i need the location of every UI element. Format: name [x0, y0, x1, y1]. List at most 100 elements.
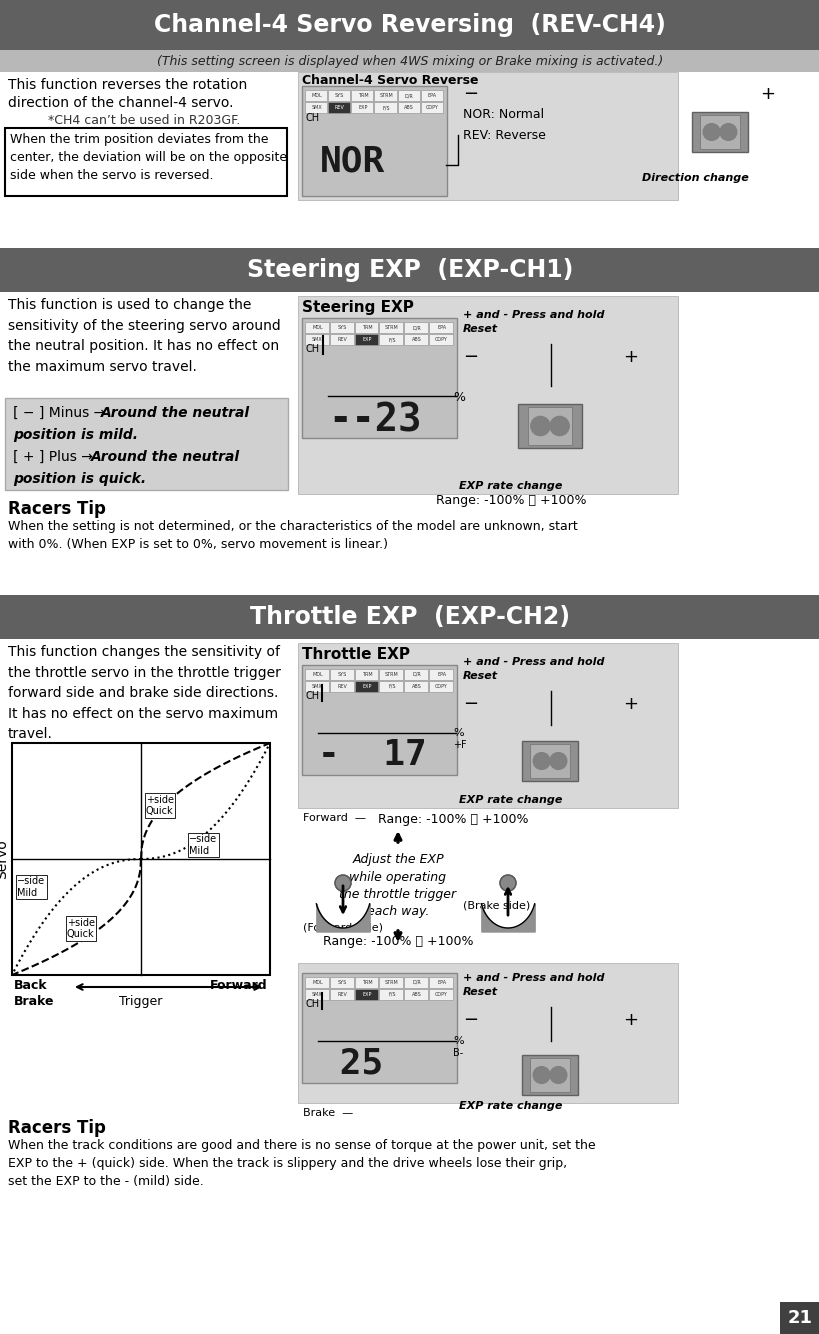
Text: F/S: F/S: [382, 105, 389, 109]
Bar: [530, 1058, 569, 1091]
Bar: [355, 680, 378, 692]
Text: D/R: D/R: [412, 325, 421, 329]
Bar: [301, 972, 456, 1083]
Text: Forward: Forward: [210, 979, 268, 992]
Text: EPA: EPA: [437, 325, 446, 329]
Text: position is quick.: position is quick.: [13, 472, 146, 486]
Text: SYS: SYS: [337, 672, 346, 676]
Bar: [428, 321, 452, 334]
Text: direction of the channel-4 servo.: direction of the channel-4 servo.: [8, 96, 233, 109]
Text: Adjust the EXP
while operating
the throttle trigger
each way.: Adjust the EXP while operating the throt…: [339, 852, 456, 919]
Bar: [355, 668, 378, 680]
Bar: [374, 101, 396, 113]
Text: Steering EXP: Steering EXP: [301, 300, 414, 315]
Bar: [355, 334, 378, 346]
Bar: [305, 680, 328, 692]
Text: +: +: [759, 85, 774, 103]
Bar: [305, 988, 328, 1000]
Text: EPA: EPA: [428, 93, 437, 97]
Text: Brake: Brake: [14, 995, 54, 1009]
Text: ABS: ABS: [411, 684, 421, 688]
Bar: [404, 668, 428, 680]
Text: position is mild.: position is mild.: [13, 428, 138, 442]
Text: COPY: COPY: [435, 684, 447, 688]
Text: EXP: EXP: [362, 338, 371, 342]
Bar: [355, 976, 378, 988]
Text: MDL: MDL: [312, 325, 323, 329]
Text: Channel-4 Servo Reverse: Channel-4 Servo Reverse: [301, 73, 478, 87]
Text: Trigger: Trigger: [120, 995, 162, 1009]
Circle shape: [532, 752, 550, 770]
Text: −: −: [463, 348, 477, 366]
Bar: [0, 248, 819, 292]
Text: B-: B-: [452, 1049, 463, 1058]
Bar: [379, 321, 403, 334]
Text: −side
Mild: −side Mild: [188, 834, 217, 856]
Text: -  17: - 17: [318, 738, 426, 772]
Bar: [420, 101, 442, 113]
Bar: [351, 89, 373, 101]
Text: Forward  —: Forward —: [303, 812, 365, 823]
Bar: [305, 101, 327, 113]
Text: + and - Press and hold
Reset: + and - Press and hold Reset: [463, 972, 604, 996]
Bar: [297, 296, 677, 494]
Bar: [12, 743, 269, 975]
Bar: [328, 101, 350, 113]
Bar: [404, 976, 428, 988]
Text: Around the neutral: Around the neutral: [91, 450, 240, 464]
Text: CH: CH: [305, 691, 319, 700]
Circle shape: [703, 124, 719, 140]
Text: +: +: [622, 695, 637, 712]
Text: COPY: COPY: [425, 105, 438, 109]
Text: +side
Quick: +side Quick: [146, 795, 174, 816]
Text: When the trim position deviates from the
center, the deviation will be on the op: When the trim position deviates from the…: [10, 133, 287, 181]
Text: TRM: TRM: [361, 672, 372, 676]
Bar: [379, 680, 403, 692]
Text: TRM: TRM: [361, 980, 372, 984]
Text: −side
Mild: −side Mild: [17, 876, 45, 898]
Text: Racers Tip: Racers Tip: [8, 500, 106, 518]
Bar: [0, 0, 819, 49]
Text: ABS: ABS: [411, 338, 421, 342]
Text: EXP: EXP: [362, 992, 371, 996]
Text: EXP rate change: EXP rate change: [459, 795, 562, 804]
Text: EXP: EXP: [358, 105, 367, 109]
Text: REV: REV: [337, 992, 346, 996]
Bar: [329, 976, 353, 988]
Text: −: −: [463, 695, 477, 712]
Text: (Brake side): (Brake side): [463, 900, 530, 911]
Bar: [379, 988, 403, 1000]
Bar: [699, 115, 739, 149]
Text: Back: Back: [14, 979, 48, 992]
Text: +: +: [622, 348, 637, 366]
Text: REV: REV: [337, 684, 346, 688]
Text: D/R: D/R: [405, 93, 413, 97]
Bar: [305, 321, 328, 334]
Text: COPY: COPY: [435, 992, 447, 996]
Bar: [328, 89, 350, 101]
Text: D/R: D/R: [412, 672, 421, 676]
Text: −: −: [463, 85, 477, 103]
Text: EXP rate change: EXP rate change: [459, 1101, 562, 1111]
Text: (This setting screen is displayed when 4WS mixing or Brake mixing is activated.): (This setting screen is displayed when 4…: [156, 55, 663, 68]
Bar: [374, 89, 396, 101]
Text: TRM: TRM: [357, 93, 368, 97]
Bar: [329, 680, 353, 692]
Bar: [305, 89, 327, 101]
Circle shape: [550, 1067, 566, 1083]
Bar: [329, 334, 353, 346]
Text: Throttle EXP  (EXP-CH2): Throttle EXP (EXP-CH2): [250, 606, 569, 630]
Circle shape: [530, 416, 550, 436]
Text: STRM: STRM: [385, 672, 398, 676]
Bar: [301, 666, 456, 775]
Text: EXP: EXP: [362, 684, 371, 688]
Text: Steering EXP  (EXP-CH1): Steering EXP (EXP-CH1): [247, 257, 572, 281]
Bar: [329, 321, 353, 334]
Text: EPA: EPA: [437, 672, 446, 676]
Text: %: %: [452, 1037, 463, 1046]
Text: F/S: F/S: [387, 338, 396, 342]
Bar: [779, 1302, 819, 1334]
Text: MDL: MDL: [312, 980, 323, 984]
Text: When the track conditions are good and there is no sense of torque at the power : When the track conditions are good and t…: [8, 1139, 595, 1189]
Text: This function changes the sensitivity of
the throttle servo in the throttle trig: This function changes the sensitivity of…: [8, 646, 281, 742]
